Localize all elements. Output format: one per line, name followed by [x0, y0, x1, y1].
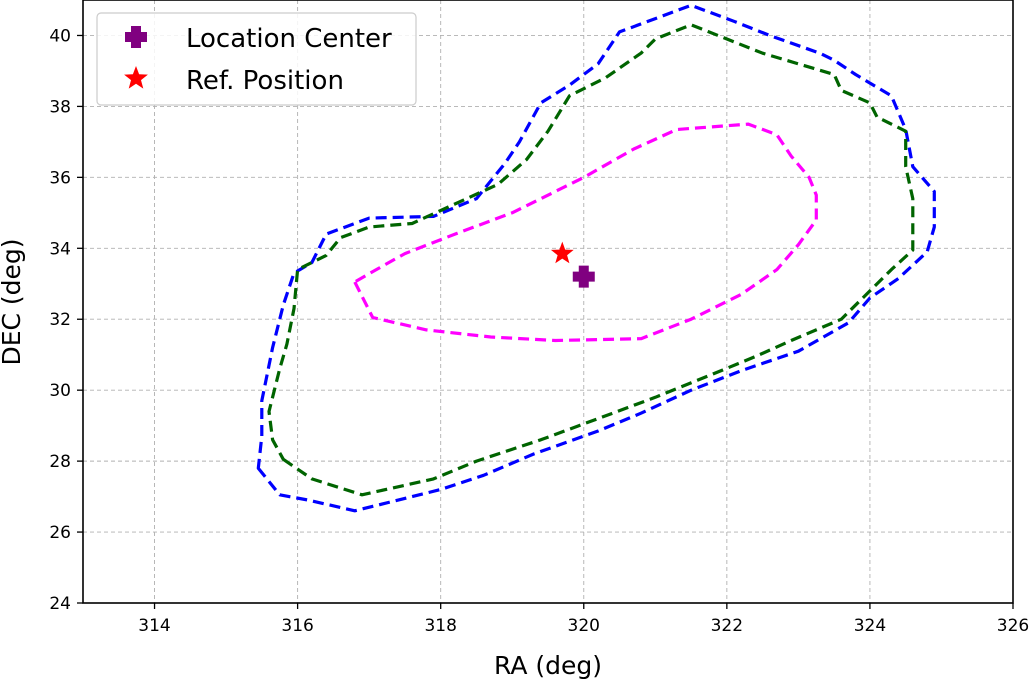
- y-axis-label: DEC (deg): [0, 238, 26, 365]
- y-tick-label: 34: [49, 239, 71, 259]
- y-tick-label: 28: [49, 452, 71, 472]
- x-tick-label: 316: [281, 616, 313, 636]
- x-tick-label: 318: [424, 616, 456, 636]
- contour-outer-blue: [256, 3, 936, 513]
- contour-inner-magenta: [353, 122, 818, 343]
- x-axis-label: RA (deg): [494, 651, 602, 680]
- data-points: [550, 241, 595, 288]
- legend: Location Center Ref. Position: [96, 12, 417, 106]
- y-tick-label: 40: [49, 26, 71, 46]
- legend-label-location-center: Location Center: [186, 24, 392, 54]
- y-tick-label: 32: [49, 310, 71, 330]
- location-center-marker: [572, 265, 595, 288]
- y-tick-label: 36: [49, 168, 71, 188]
- legend-label-ref-position: Ref. Position: [186, 66, 344, 96]
- x-tick-label: 324: [854, 616, 886, 636]
- contour-middle-green: [267, 23, 915, 497]
- legend-star-marker-icon: [124, 66, 148, 89]
- y-tick-label: 26: [49, 523, 71, 543]
- grid: [83, 0, 1014, 604]
- x-tick-label: 314: [138, 616, 170, 636]
- x-tick-label: 320: [568, 616, 600, 636]
- ref-position-marker: [550, 241, 574, 264]
- legend-plus-marker-icon: [125, 26, 147, 48]
- legend-box: [96, 12, 417, 106]
- contours: [256, 3, 936, 513]
- ticks: 314 316 318 320 322 324 326 24 26 28 30 32 34 36 38 40: [49, 26, 1029, 636]
- plot-frame: [82, 0, 1014, 604]
- y-tick-label: 38: [49, 97, 71, 117]
- y-tick-label: 24: [49, 594, 71, 614]
- x-tick-label: 326: [997, 616, 1029, 636]
- y-tick-label: 30: [49, 381, 71, 401]
- x-tick-label: 322: [711, 616, 743, 636]
